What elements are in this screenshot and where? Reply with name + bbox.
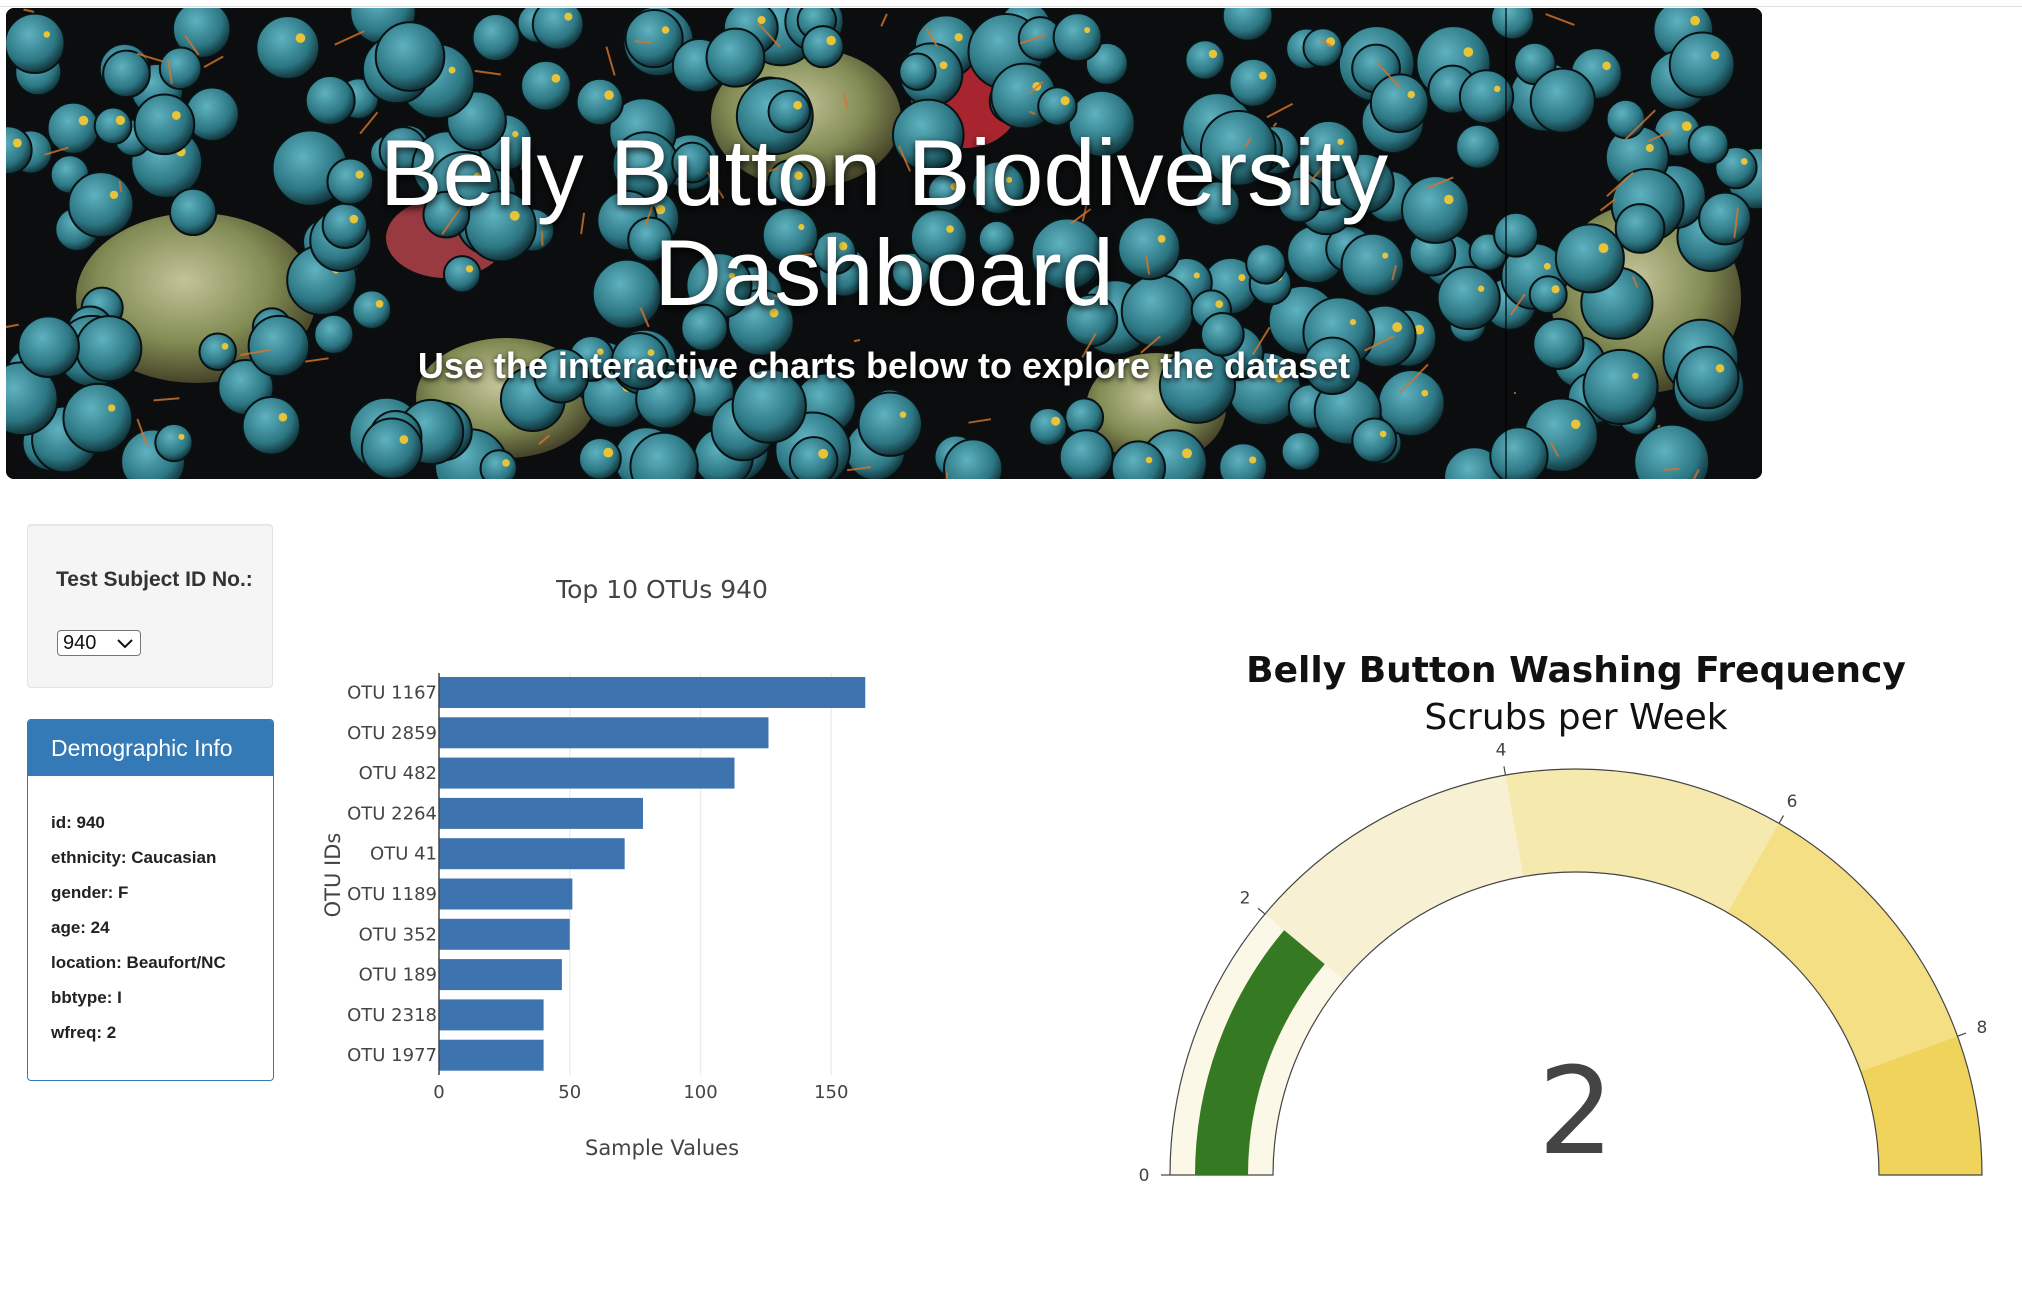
gauge-step <box>1264 775 1524 981</box>
bar-chart-y-tick-label: OTU 2318 <box>347 1005 437 1026</box>
demographic-panel-title: Demographic Info <box>51 735 233 761</box>
gauge-value-bar <box>1195 930 1325 1175</box>
demographic-line-age: age: 24 <box>51 918 110 937</box>
page-title: Belly Button Biodiversity Dashboard <box>6 123 1762 323</box>
gauge-step <box>1505 768 1779 913</box>
bar-chart-y-tick-label: OTU 1189 <box>347 884 437 905</box>
gauge-step <box>1727 823 1958 1072</box>
bar-chart-y-tick-label: OTU 1167 <box>347 683 437 704</box>
gauge-tick-label: 4 <box>1496 741 1507 761</box>
page-title-line2: Dashboard <box>654 220 1114 325</box>
gauge-ticks: 0 2 4 6 8 <box>1139 741 1988 1186</box>
demographic-line-bbtype: bbtype: I <box>51 988 122 1007</box>
bar-chart-bar <box>439 717 769 749</box>
subject-id-selected-value: 940 <box>63 632 97 654</box>
gauge-tick-label: 6 <box>1787 792 1798 812</box>
demographic-info-panel: Demographic Info id: 940 ethnicity: Cauc… <box>27 719 274 1081</box>
gauge-tick-mark <box>1778 815 1785 824</box>
bar-chart-y-tick-label: OTU 189 <box>359 965 437 986</box>
bacteria-background-image <box>6 8 1762 479</box>
gauge-steps <box>1169 768 1983 1176</box>
gauge-outline <box>1169 768 1983 1176</box>
bar-chart-x-axis-title: Sample Values <box>585 1136 739 1160</box>
gauge-subtitle: Scrubs per Week <box>1424 697 1727 738</box>
bar-chart-bar <box>439 918 570 950</box>
page-subtitle: Use the interactive charts below to expl… <box>417 345 1351 386</box>
bar-chart-y-tick-label: OTU 482 <box>359 763 437 784</box>
bar-chart-bar <box>439 959 562 991</box>
gauge-tick-label: 0 <box>1139 1166 1150 1186</box>
gauge-value: 2 <box>1538 1043 1614 1182</box>
bar-chart-bar <box>439 677 866 708</box>
bar-chart-x-tick-label: 100 <box>683 1082 717 1103</box>
gauge-tick-mark <box>1957 1032 1967 1037</box>
demographic-panel-heading: Demographic Info <box>28 720 273 776</box>
bar-chart-bar <box>439 878 573 910</box>
gauge-tick-label: 8 <box>1977 1018 1988 1038</box>
demographic-line-id: id: 940 <box>51 813 105 832</box>
bar-chart-y-tick-label: OTU 352 <box>359 924 437 945</box>
chevron-down-icon <box>117 639 133 649</box>
subject-selector-well: Test Subject ID No.: 940 <box>27 524 273 688</box>
bar-chart-bar <box>439 797 643 829</box>
bar-chart-y-axis-title: OTU IDs <box>321 833 345 918</box>
page-title-line1: Belly Button Biodiversity <box>379 120 1389 225</box>
bar-chart-x-tick-label: 50 <box>558 1082 581 1103</box>
bar-chart-x-tick-label: 150 <box>814 1082 848 1103</box>
bar-chart-bar <box>439 757 735 789</box>
bar-chart-y-tick-label: OTU 2859 <box>347 723 437 744</box>
demographic-line-gender: gender: F <box>51 883 129 902</box>
gauge-tick-mark <box>1503 766 1507 776</box>
bar-chart-bar <box>439 999 544 1031</box>
bar-chart-x-tick-label: 0 <box>433 1082 444 1103</box>
top-divider <box>0 6 2022 7</box>
bar-chart-y-tick-labels: OTU 1167 OTU 2859 OTU 482 OTU 2264 OTU 41 OTU… <box>347 683 437 1067</box>
gauge-title: Belly Button Washing Frequency <box>1246 650 1906 691</box>
subject-id-dropdown[interactable]: 940 <box>57 630 141 656</box>
gauge-tick-mark <box>1257 907 1266 915</box>
demographic-line-ethnicity: ethnicity: Caucasian <box>51 848 217 867</box>
demographic-panel-body: id: 940 ethnicity: Caucasian gender: F a… <box>51 813 226 1058</box>
bar-chart-y-tick-label: OTU 1977 <box>347 1045 437 1066</box>
gauge-bar <box>1195 930 1325 1175</box>
gauge-tick-label: 2 <box>1240 888 1251 908</box>
bar-chart-bar <box>439 838 625 870</box>
bar-chart-y-tick-label: OTU 2264 <box>347 803 437 824</box>
hero-banner: Belly Button Biodiversity Dashboard Use … <box>6 8 1762 479</box>
demographic-line-wfreq: wfreq: 2 <box>51 1023 117 1042</box>
bar-chart-title: Top 10 OTUs 940 <box>555 575 768 604</box>
bar-chart-y-tick-label: OTU 41 <box>370 844 437 865</box>
gauge-step <box>1860 1036 1982 1175</box>
demographic-line-location: location: Beaufort/NC <box>51 953 226 972</box>
bar-chart-gridlines <box>569 673 832 1075</box>
bar-chart-bars <box>439 677 866 1071</box>
gauge-step <box>1170 914 1344 1175</box>
bar-chart-x-tick-labels: 0 50 100 150 <box>433 1082 848 1103</box>
subject-selector-label: Test Subject ID No.: <box>56 568 253 591</box>
bar-chart-bar <box>439 1039 544 1071</box>
